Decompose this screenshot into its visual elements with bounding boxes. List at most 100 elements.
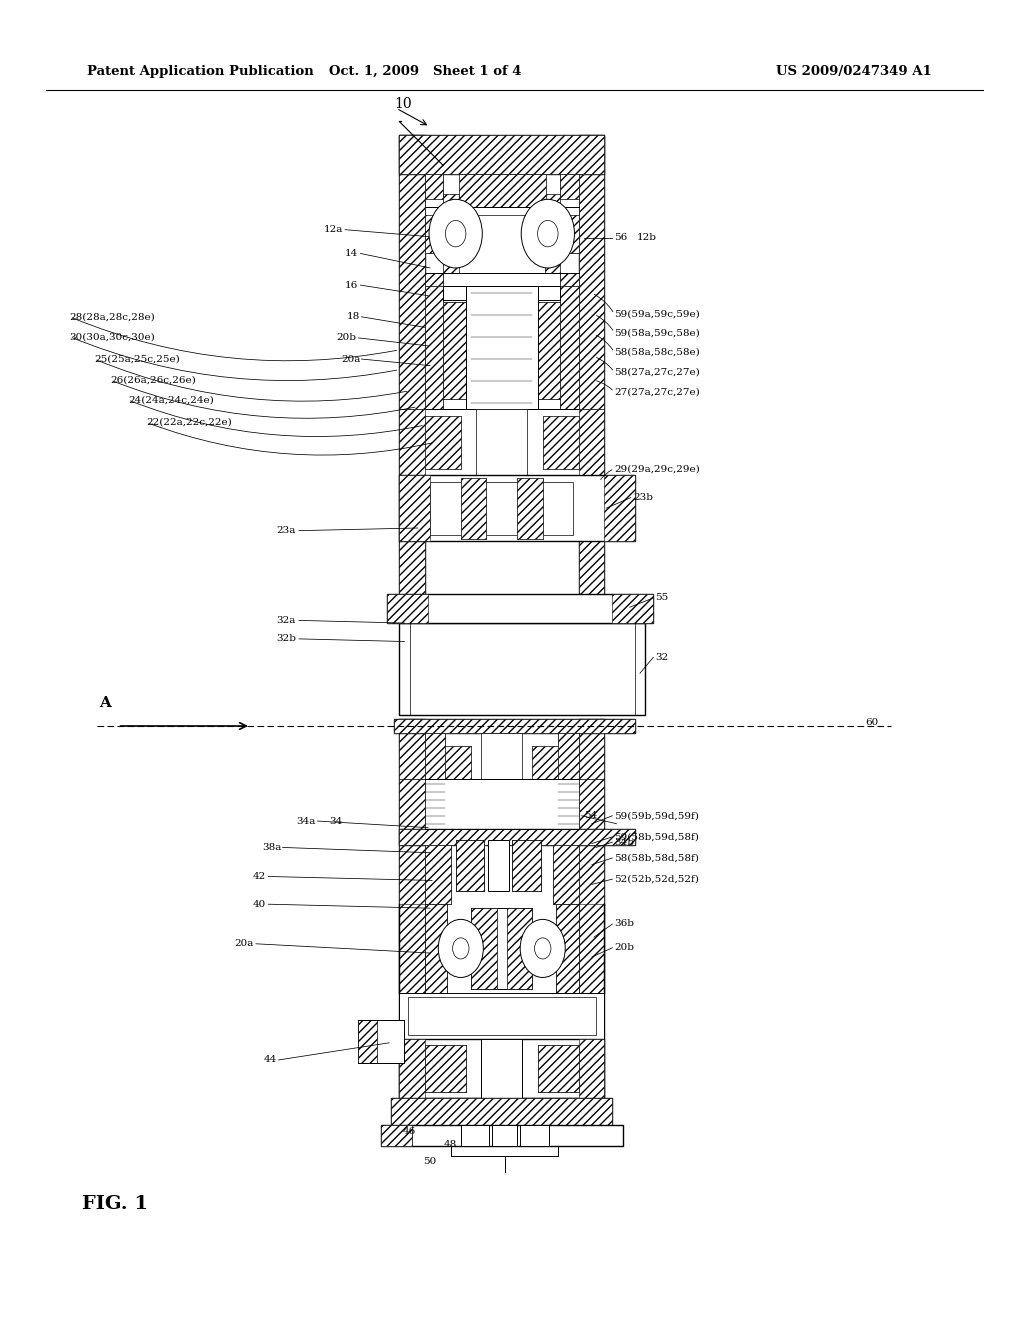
- Bar: [471, 908, 532, 989]
- Text: 20b: 20b: [614, 944, 635, 952]
- Text: 52(52b,52d,52f): 52(52b,52d,52f): [614, 875, 699, 883]
- Circle shape: [535, 937, 551, 958]
- Bar: [425, 199, 579, 215]
- Bar: [507, 908, 532, 989]
- Bar: [517, 478, 543, 539]
- Bar: [399, 719, 425, 1102]
- Text: 54: 54: [584, 812, 597, 820]
- Bar: [425, 174, 443, 253]
- Bar: [456, 840, 484, 891]
- Bar: [519, 302, 560, 399]
- Circle shape: [538, 220, 558, 247]
- Bar: [425, 1045, 466, 1092]
- Bar: [387, 594, 428, 623]
- Bar: [358, 1020, 377, 1063]
- Bar: [425, 286, 443, 409]
- Bar: [425, 733, 445, 779]
- Bar: [538, 1045, 579, 1092]
- Bar: [394, 719, 635, 733]
- Bar: [456, 840, 484, 891]
- Bar: [399, 904, 425, 993]
- Bar: [430, 482, 573, 535]
- Text: 29(29a,29c,29e): 29(29a,29c,29e): [614, 465, 700, 473]
- Bar: [579, 1039, 604, 1098]
- Bar: [408, 997, 596, 1035]
- Text: 20a: 20a: [341, 355, 360, 363]
- Text: 59(58a,59c,58e): 59(58a,59c,58e): [614, 329, 700, 337]
- Text: 23b: 23b: [633, 494, 653, 502]
- Bar: [517, 478, 543, 539]
- Bar: [387, 594, 653, 623]
- Text: 44: 44: [263, 1056, 276, 1064]
- Bar: [520, 1125, 549, 1146]
- Bar: [399, 135, 604, 174]
- Bar: [579, 904, 604, 993]
- Bar: [553, 845, 579, 904]
- Bar: [443, 302, 484, 399]
- Bar: [579, 779, 604, 829]
- Bar: [399, 135, 425, 623]
- Bar: [471, 908, 497, 989]
- Bar: [519, 302, 560, 399]
- Bar: [425, 273, 443, 286]
- Text: 38a: 38a: [262, 843, 282, 851]
- Bar: [391, 1098, 612, 1125]
- Bar: [481, 1039, 522, 1098]
- Text: 14: 14: [345, 249, 358, 257]
- Text: 60: 60: [865, 718, 879, 726]
- Bar: [553, 845, 579, 904]
- Bar: [443, 302, 484, 399]
- Bar: [579, 719, 604, 1102]
- Bar: [612, 594, 653, 623]
- Bar: [543, 416, 579, 469]
- Bar: [538, 1045, 579, 1092]
- Bar: [579, 409, 604, 475]
- Bar: [425, 733, 445, 779]
- Circle shape: [438, 919, 483, 977]
- Text: 25(25a,25c,25e): 25(25a,25c,25e): [94, 355, 180, 363]
- Text: FIG. 1: FIG. 1: [82, 1195, 148, 1213]
- Text: 32: 32: [655, 653, 669, 661]
- Bar: [381, 1125, 412, 1146]
- Circle shape: [521, 199, 574, 268]
- Text: 36b: 36b: [614, 920, 635, 928]
- Text: 18: 18: [347, 313, 360, 321]
- Bar: [425, 845, 451, 904]
- Bar: [445, 746, 471, 779]
- Bar: [443, 194, 459, 273]
- Bar: [399, 779, 604, 829]
- Bar: [481, 733, 522, 779]
- Text: US 2009/0247349 A1: US 2009/0247349 A1: [776, 65, 932, 78]
- Bar: [461, 478, 486, 539]
- Text: 46: 46: [403, 1127, 416, 1135]
- Text: 56: 56: [614, 234, 628, 242]
- Bar: [425, 904, 447, 993]
- Bar: [558, 733, 579, 779]
- Text: 24(24a,24c,24e): 24(24a,24c,24e): [128, 396, 214, 404]
- Bar: [579, 135, 604, 623]
- Bar: [579, 135, 604, 623]
- Text: 27(27a,27c,27e): 27(27a,27c,27e): [614, 388, 700, 396]
- Bar: [391, 1098, 612, 1125]
- Bar: [461, 478, 486, 539]
- Text: 32b: 32b: [276, 635, 297, 643]
- Bar: [399, 623, 645, 715]
- Text: 10: 10: [394, 96, 412, 111]
- Text: 59(58b,59d,58f): 59(58b,59d,58f): [614, 833, 699, 841]
- Text: 20a: 20a: [234, 940, 254, 948]
- Bar: [560, 273, 579, 286]
- Text: 34: 34: [330, 817, 343, 825]
- Text: 59(59a,59c,59e): 59(59a,59c,59e): [614, 310, 700, 318]
- Text: 28(28a,28c,28e): 28(28a,28c,28e): [70, 313, 156, 321]
- Bar: [532, 746, 558, 779]
- Text: 48: 48: [444, 1140, 457, 1148]
- Circle shape: [520, 919, 565, 977]
- Text: 34a: 34a: [296, 817, 315, 825]
- Bar: [459, 174, 546, 207]
- Text: 32a: 32a: [276, 616, 296, 624]
- Bar: [443, 286, 560, 300]
- Bar: [399, 993, 604, 1039]
- Bar: [425, 273, 443, 286]
- Bar: [381, 1125, 412, 1146]
- Circle shape: [453, 937, 469, 958]
